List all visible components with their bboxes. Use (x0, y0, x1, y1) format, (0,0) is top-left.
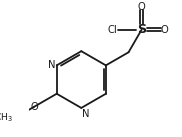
Text: N: N (48, 60, 56, 70)
Text: N: N (82, 109, 90, 119)
Text: O: O (30, 102, 38, 112)
Text: O: O (160, 25, 168, 35)
Text: CH$_3$: CH$_3$ (0, 112, 13, 124)
Text: Cl: Cl (108, 25, 118, 35)
Text: O: O (138, 2, 146, 12)
Text: S: S (137, 23, 146, 36)
